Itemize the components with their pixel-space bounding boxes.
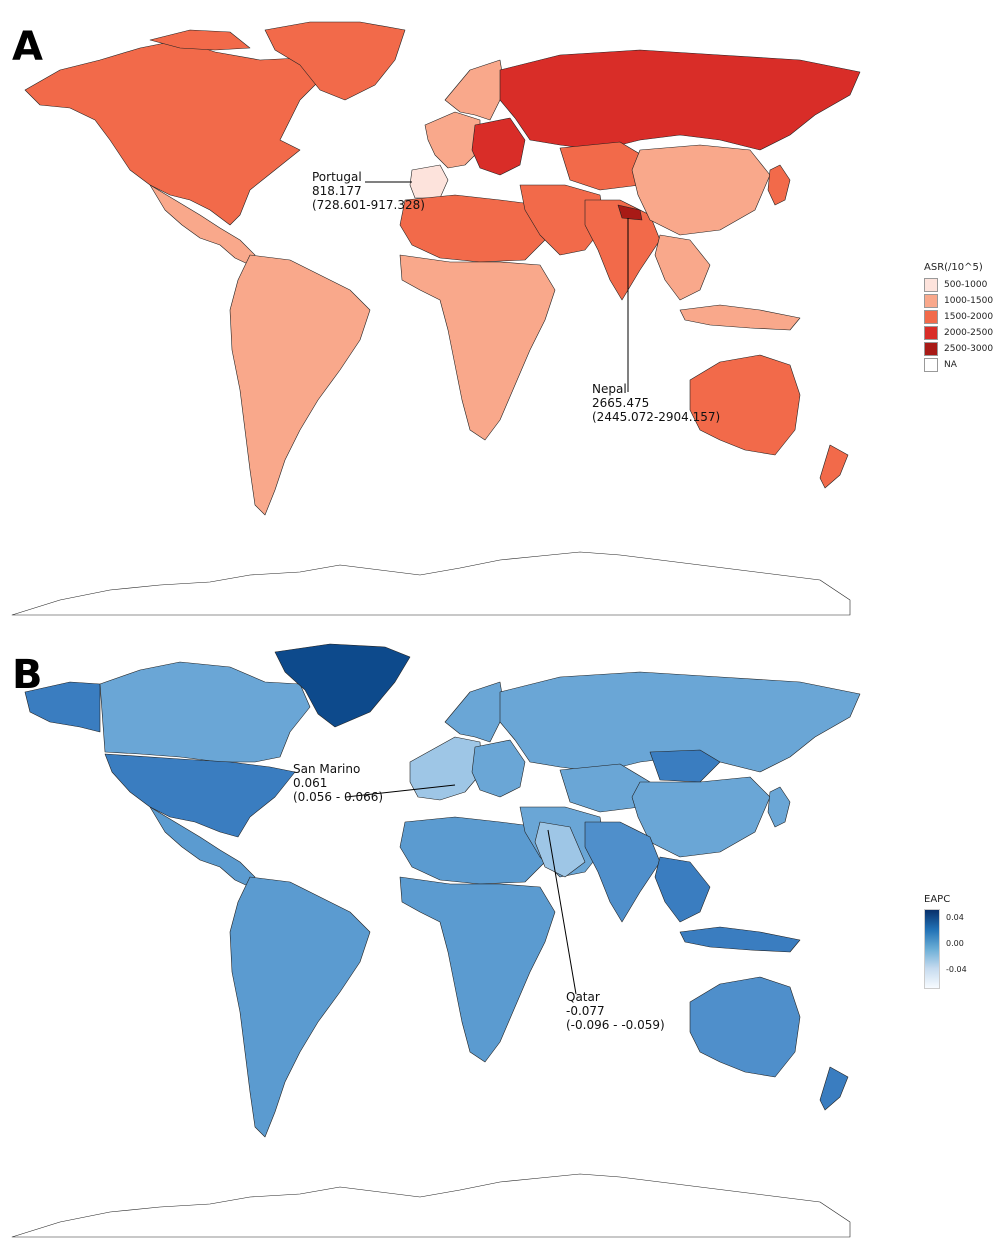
region-south-america <box>229 254 371 516</box>
asr-legend-swatch <box>924 294 938 308</box>
region-new-zealand <box>819 444 849 489</box>
region-south-asia <box>584 821 661 923</box>
region-north-africa <box>399 194 546 263</box>
region-western-europe <box>409 736 483 801</box>
panel-a-label: A <box>12 24 43 70</box>
asr-legend-items: 500-1000 1000-1500 1500-2000 2000-2500 2500-… <box>924 277 993 373</box>
eapc-gradient-bar <box>924 909 940 989</box>
asr-world-map <box>11 21 861 616</box>
region-greenland <box>274 643 411 728</box>
eapc-tick-high: 0.04 <box>946 913 964 922</box>
region-arabia <box>534 821 586 878</box>
eapc-tick-zero: 0.00 <box>946 939 964 948</box>
san-marino-annotation: San Marino 0.061 (0.056 - 0.066) <box>293 762 383 804</box>
nepal-annotation: Nepal 2665.475 (2445.072-2904.157) <box>592 382 720 424</box>
region-africa <box>399 254 556 441</box>
region-antarctica <box>11 551 851 616</box>
asr-legend-item: 1000-1500 <box>924 293 993 309</box>
region-southeast-asia <box>654 856 711 923</box>
portugal-value: 818.177 <box>312 184 362 198</box>
region-mongolia <box>649 749 721 783</box>
asr-legend-label: 1500-2000 <box>944 312 994 322</box>
asr-legend: ASR(/10^5) 500-1000 1000-1500 1500-2000 200… <box>924 262 993 373</box>
qatar-leader-line <box>547 829 577 995</box>
asr-legend-title: ASR(/10^5) <box>924 262 983 273</box>
nepal-ci: (2445.072-2904.157) <box>592 410 721 424</box>
region-australia <box>689 354 801 456</box>
region-southeast-asia <box>654 234 711 301</box>
region-scandinavia <box>444 59 506 121</box>
region-south-america <box>229 876 371 1138</box>
region-indonesia <box>679 926 801 953</box>
asr-legend-swatch <box>924 278 938 292</box>
region-china <box>631 776 771 858</box>
asr-legend-item: NA <box>924 357 993 373</box>
qatar-annotation: Qatar -0.077 (-0.096 - -0.059) <box>566 990 665 1032</box>
portugal-ci: (728.601-917.328) <box>312 198 425 212</box>
panel-b: B <box>0 622 1000 1244</box>
asr-legend-item: 2500-3000 <box>924 341 993 357</box>
asr-legend-item: 1500-2000 <box>924 309 993 325</box>
region-australia <box>689 976 801 1078</box>
region-russia <box>499 671 861 773</box>
nepal-value: 2665.475 <box>592 396 650 410</box>
san-marino-leader-line <box>345 784 456 798</box>
region-scandinavia <box>444 681 506 743</box>
region-china <box>631 144 771 236</box>
qatar-value: -0.077 <box>566 1004 605 1018</box>
asr-legend-label: 500-1000 <box>944 280 988 290</box>
region-alaska <box>24 681 101 733</box>
asr-legend-swatch <box>924 326 938 340</box>
region-russia <box>499 49 861 151</box>
asr-legend-label: NA <box>944 360 957 370</box>
asr-legend-label: 1000-1500 <box>944 296 994 306</box>
eapc-legend: EAPC 0.04 0.00 -0.04 <box>924 894 967 989</box>
region-greenland <box>264 21 406 101</box>
asr-legend-swatch <box>924 358 938 372</box>
region-canada <box>99 661 311 763</box>
region-usa <box>104 753 296 838</box>
eapc-world-map <box>11 643 861 1238</box>
asr-legend-swatch <box>924 342 938 356</box>
eapc-legend-title: EAPC <box>924 894 951 905</box>
nepal-name: Nepal <box>592 382 627 396</box>
asr-legend-item: 500-1000 <box>924 277 993 293</box>
region-south-asia <box>584 199 661 301</box>
eapc-tick-low: -0.04 <box>946 965 967 974</box>
region-arctic-islands <box>149 29 251 51</box>
region-japan <box>767 164 791 206</box>
asr-legend-label: 2500-3000 <box>944 344 994 354</box>
region-western-europe <box>424 111 481 169</box>
region-nepal <box>617 204 643 221</box>
region-eastern-europe <box>471 117 526 176</box>
asr-legend-swatch <box>924 310 938 324</box>
qatar-ci: (-0.096 - -0.059) <box>566 1018 665 1032</box>
panel-a: A <box>11 21 993 616</box>
region-japan <box>767 786 791 828</box>
portugal-name: Portugal <box>312 170 362 184</box>
region-middle-east <box>519 184 606 256</box>
region-north-america <box>24 39 321 226</box>
san-marino-value: 0.061 <box>293 776 328 790</box>
asr-legend-label: 2000-2500 <box>944 328 994 338</box>
region-antarctica <box>11 1173 851 1238</box>
region-eastern-europe <box>471 739 526 798</box>
region-north-africa <box>399 816 546 885</box>
portugal-annotation: Portugal 818.177 (728.601-917.328) <box>312 170 425 212</box>
region-new-zealand <box>819 1066 849 1111</box>
san-marino-name: San Marino <box>293 762 361 776</box>
asr-legend-item: 2000-2500 <box>924 325 993 341</box>
san-marino-ci: (0.056 - 0.066) <box>293 790 384 804</box>
region-africa <box>399 876 556 1063</box>
qatar-name: Qatar <box>566 990 600 1004</box>
region-indonesia <box>679 304 801 331</box>
